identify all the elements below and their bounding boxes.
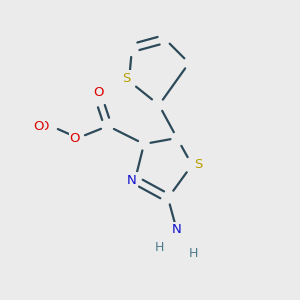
Text: S: S — [122, 71, 130, 85]
Text: S: S — [194, 158, 202, 172]
Text: H: H — [154, 241, 164, 254]
Text: N: N — [172, 223, 182, 236]
Text: H: H — [189, 247, 198, 260]
Text: N: N — [127, 173, 137, 187]
Text: O: O — [70, 131, 80, 145]
Text: O: O — [34, 119, 44, 133]
Text: O: O — [39, 119, 48, 133]
Text: O: O — [94, 86, 104, 100]
